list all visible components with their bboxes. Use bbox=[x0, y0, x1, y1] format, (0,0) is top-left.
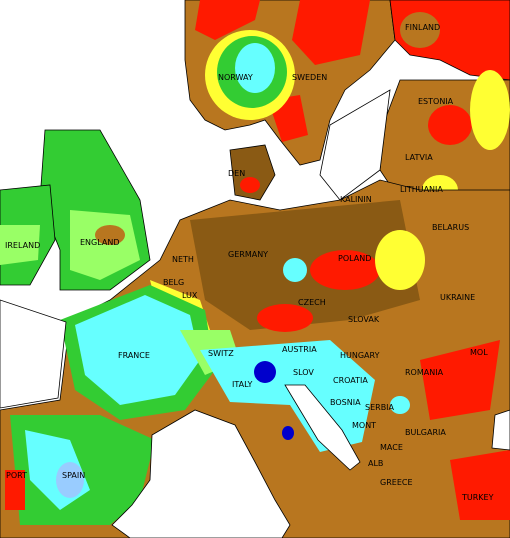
region-yellow bbox=[375, 230, 425, 290]
region-red bbox=[420, 340, 500, 420]
country-label: MOL bbox=[470, 348, 488, 357]
country-label: CZECH bbox=[298, 298, 326, 307]
region-brown bbox=[400, 12, 440, 48]
country-label: SPAIN bbox=[62, 471, 85, 480]
region-lightblue bbox=[56, 462, 84, 498]
region-red bbox=[310, 250, 380, 290]
country-label: HUNGARY bbox=[340, 351, 380, 360]
region-cyan bbox=[283, 258, 307, 282]
region-red bbox=[257, 304, 313, 332]
country-label: TURKEY bbox=[461, 493, 494, 502]
country-label: ROMANIA bbox=[405, 368, 444, 377]
region-lightgreen bbox=[0, 225, 40, 265]
country-label: PORT bbox=[6, 471, 27, 480]
country-label: MACE bbox=[380, 443, 403, 452]
country-label: MONT bbox=[352, 421, 376, 430]
labels: FINLAND NORWAY SWEDEN ESTONIA LATVIA LIT… bbox=[5, 23, 494, 502]
country-label: NETH bbox=[172, 255, 194, 264]
country-label: GERMANY bbox=[228, 250, 268, 259]
country-label: ALB bbox=[368, 459, 383, 468]
region-brown bbox=[95, 225, 125, 245]
region-red bbox=[428, 105, 472, 145]
bay-of-biscay bbox=[0, 299, 67, 409]
country-label: SLOV bbox=[293, 368, 314, 377]
adriatic bbox=[284, 384, 361, 471]
region-blue bbox=[254, 361, 276, 383]
country-label: DEN bbox=[228, 169, 245, 178]
country-label: SLOVAK bbox=[348, 315, 380, 324]
baltic-sea bbox=[319, 89, 391, 201]
region-cyan bbox=[235, 43, 275, 93]
country-label: NORWAY bbox=[218, 73, 253, 82]
country-label: BOSNIA bbox=[330, 398, 361, 407]
country-label: ITALY bbox=[232, 380, 252, 389]
country-label: BELARUS bbox=[432, 223, 469, 232]
country-label: BULGARIA bbox=[405, 428, 446, 437]
region-yellow bbox=[470, 70, 510, 150]
country-label: CROATIA bbox=[333, 376, 368, 385]
country-label: POLAND bbox=[338, 254, 371, 263]
region-cyan bbox=[390, 396, 410, 414]
country-label: AUSTRIA bbox=[282, 345, 317, 354]
country-label: BELG bbox=[163, 278, 184, 287]
country-label: SWITZ bbox=[208, 349, 234, 358]
region-red bbox=[5, 470, 25, 510]
country-label: IRELAND bbox=[5, 241, 40, 250]
country-label: ESTONIA bbox=[418, 97, 454, 106]
region-red bbox=[292, 0, 370, 65]
country-label: FINLAND bbox=[405, 23, 440, 32]
country-label: LATVIA bbox=[405, 153, 433, 162]
region-red bbox=[240, 177, 260, 193]
country-label: LITHUANIA bbox=[400, 185, 443, 194]
country-label: ENGLAND bbox=[80, 238, 120, 247]
region-cyan bbox=[75, 295, 200, 405]
region-red bbox=[450, 450, 510, 520]
black-sea bbox=[491, 409, 510, 451]
mediterranean bbox=[111, 409, 291, 538]
region-blue bbox=[282, 426, 294, 440]
region-red bbox=[195, 0, 260, 40]
country-label: KALININ bbox=[340, 195, 372, 204]
country-label: FRANCE bbox=[118, 351, 150, 360]
country-label: GREECE bbox=[380, 478, 413, 487]
country-label: SERBIA bbox=[365, 403, 395, 412]
country-label: SWEDEN bbox=[292, 73, 327, 82]
country-label: UKRAINE bbox=[440, 293, 475, 302]
region-lightgreen bbox=[70, 210, 140, 280]
country-label: LUX bbox=[182, 291, 198, 300]
